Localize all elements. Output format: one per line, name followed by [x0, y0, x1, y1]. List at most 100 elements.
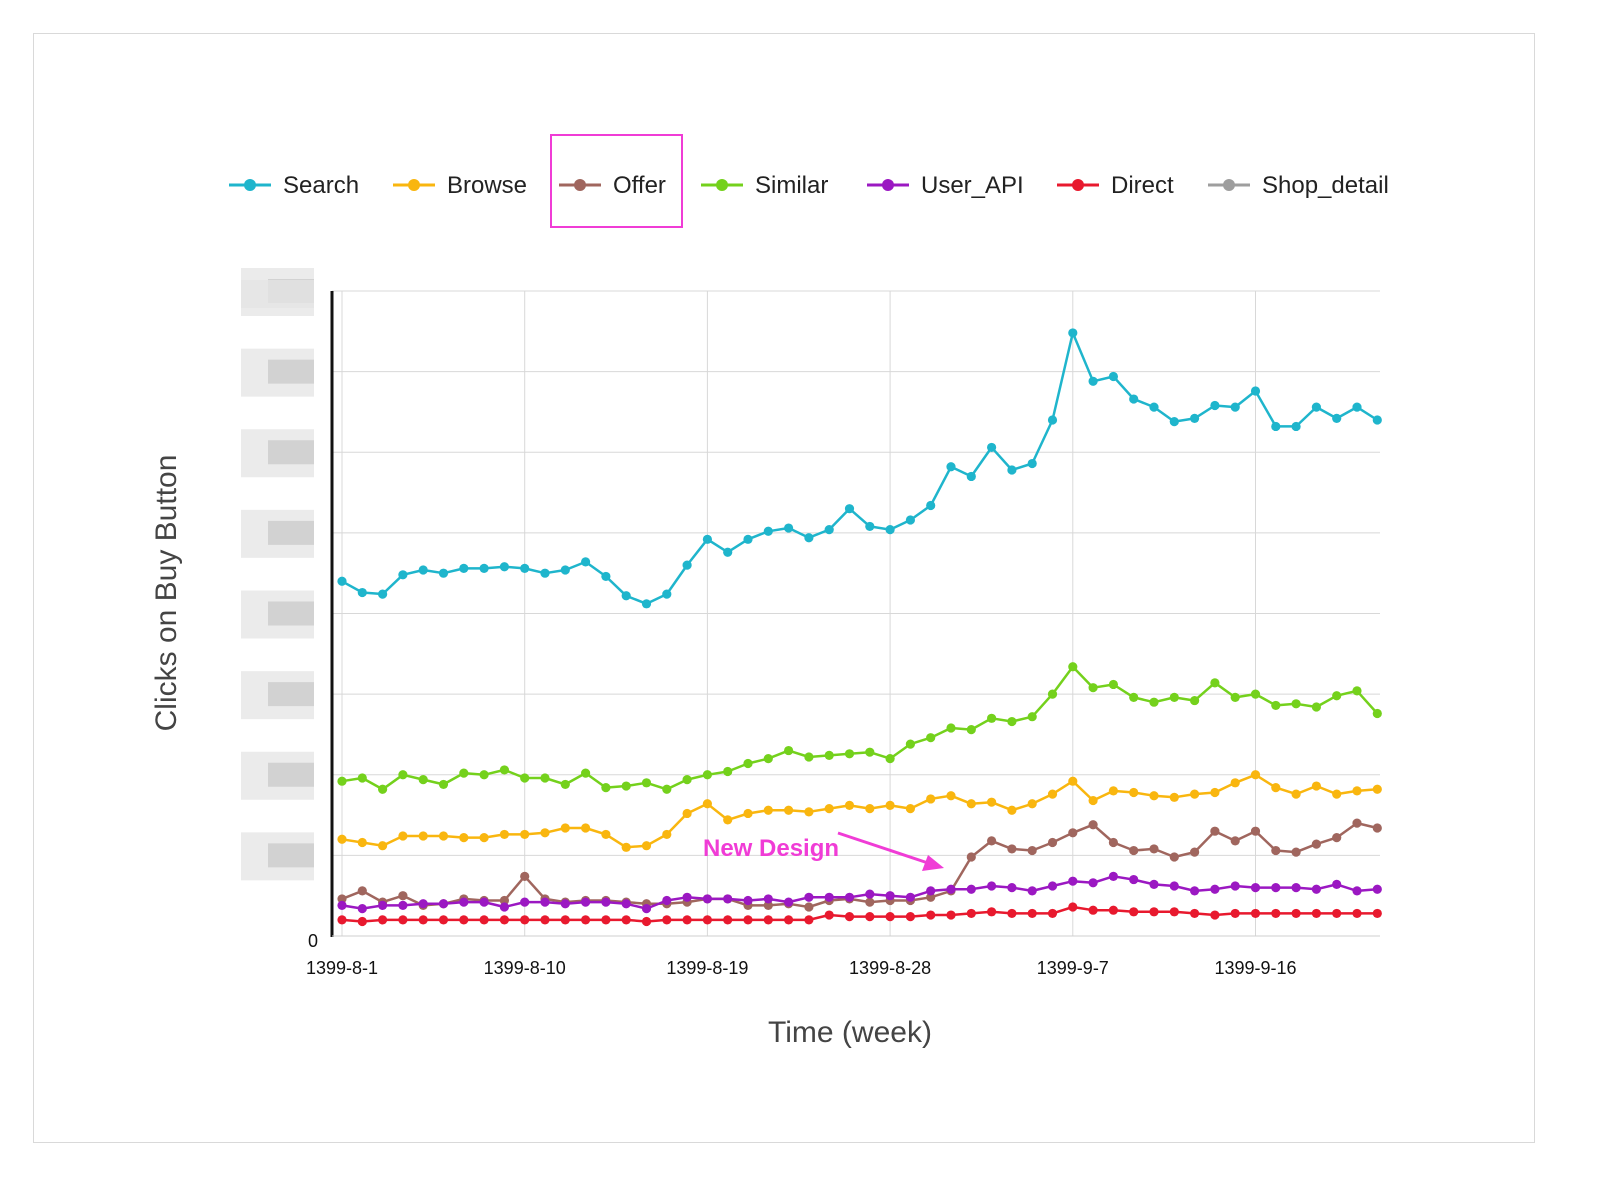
data-point: [337, 915, 347, 925]
data-point: [560, 565, 570, 575]
data-point: [1311, 402, 1321, 412]
data-point: [662, 895, 672, 906]
data-point: [1027, 845, 1037, 856]
data-point: [1169, 852, 1179, 862]
series-line: [341, 821, 1378, 909]
data-point: [723, 815, 733, 825]
legend-item-search[interactable]: Search: [229, 172, 359, 199]
data-point: [1088, 683, 1098, 693]
data-point: [1311, 908, 1321, 919]
x-tick-label: 1399-8-28: [849, 958, 931, 978]
data-point: [398, 900, 408, 910]
data-point: [1007, 716, 1017, 727]
data-point: [1068, 776, 1078, 786]
data-point: [1169, 881, 1179, 891]
data-point: [966, 908, 976, 919]
data-point: [337, 776, 347, 786]
data-point: [1007, 844, 1017, 854]
data-point: [1230, 836, 1240, 846]
data-point: [581, 915, 591, 925]
data-point: [1068, 828, 1078, 838]
redacted-y-tick-label-block: [268, 843, 314, 868]
series-user_api: [337, 871, 1382, 914]
data-point: [1271, 700, 1281, 711]
legend-item-shop_detail[interactable]: Shop_detail: [1208, 172, 1389, 199]
data-point: [438, 779, 449, 790]
data-point: [763, 894, 773, 904]
legend-item-direct[interactable]: Direct: [1057, 172, 1174, 199]
data-point: [804, 902, 814, 912]
data-point: [499, 895, 509, 906]
data-point: [1210, 884, 1220, 894]
data-point: [1149, 791, 1159, 801]
data-point: [1088, 820, 1098, 830]
series-line: [341, 331, 1378, 606]
data-point: [1088, 878, 1098, 888]
x-tick-label: 1399-9-7: [1037, 958, 1109, 978]
data-point: [784, 805, 794, 815]
data-point: [1169, 792, 1179, 802]
data-point: [1352, 786, 1362, 796]
data-point: [1250, 883, 1261, 893]
data-point: [743, 915, 753, 925]
data-point: [438, 568, 449, 578]
data-point: [804, 752, 814, 762]
data-point: [1271, 883, 1281, 893]
annotation-text: New Design: [703, 835, 839, 862]
data-point: [1210, 787, 1220, 798]
legend-highlight-box: [550, 134, 683, 228]
data-point: [966, 725, 976, 735]
data-point: [1271, 845, 1281, 856]
data-point: [357, 903, 367, 914]
data-point: [946, 791, 956, 801]
chart-frame: [33, 33, 1535, 1143]
data-point: [398, 770, 408, 780]
data-point: [1250, 770, 1261, 780]
data-point: [1088, 905, 1098, 915]
data-point: [865, 804, 875, 814]
data-point: [1352, 402, 1362, 412]
x-tick-label: 1399-9-16: [1214, 958, 1296, 978]
legend-item-browse[interactable]: Browse: [393, 172, 527, 199]
redacted-y-tick-label: [241, 280, 314, 308]
data-point: [682, 915, 692, 925]
data-point: [702, 894, 713, 904]
legend-swatch-dot: [716, 179, 728, 191]
redacted-y-tick-labels: [241, 268, 314, 881]
data-point: [641, 903, 652, 914]
data-point: [418, 565, 428, 575]
legend-swatch-dot: [574, 179, 586, 191]
data-point: [540, 915, 550, 925]
data-point: [641, 778, 652, 788]
data-point: [378, 915, 388, 925]
data-point: [682, 560, 692, 570]
data-point: [1332, 879, 1342, 890]
data-point: [1372, 708, 1382, 719]
annotation-arrow-head: [922, 855, 944, 871]
data-point: [398, 831, 408, 841]
legend-item-similar[interactable]: Similar: [701, 172, 828, 199]
data-point: [1311, 702, 1321, 712]
data-point: [520, 871, 530, 881]
legend-item-user_api[interactable]: User_API: [867, 172, 1024, 199]
data-point: [743, 895, 753, 906]
data-point: [905, 912, 916, 922]
data-point: [885, 891, 895, 901]
data-point: [926, 500, 936, 511]
data-point: [1129, 845, 1139, 856]
legend-label: Browse: [447, 172, 527, 199]
data-point: [499, 829, 509, 840]
data-point: [357, 916, 367, 927]
data-point: [641, 841, 652, 851]
grid: [332, 290, 1380, 936]
redacted-y-tick-label-block: [268, 682, 314, 707]
data-point: [418, 915, 428, 925]
data-point: [1190, 695, 1200, 706]
data-point: [885, 912, 895, 922]
legend-item-offer[interactable]: Offer: [559, 172, 666, 199]
data-point: [1332, 789, 1342, 799]
legend-label: User_API: [921, 172, 1024, 199]
annotation-arrow-line: [837, 831, 929, 865]
redacted-y-tick-label-block: [268, 601, 314, 626]
data-point: [520, 563, 530, 573]
